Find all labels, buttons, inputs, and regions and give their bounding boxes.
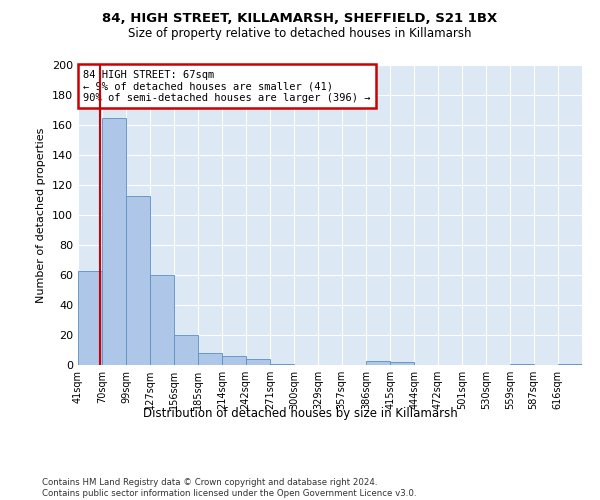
Bar [127, 196, 150, 365]
Bar [102, 118, 127, 365]
Bar [510, 364, 533, 365]
Bar [246, 359, 270, 365]
Bar [78, 270, 102, 365]
Text: 84 HIGH STREET: 67sqm
← 9% of detached houses are smaller (41)
90% of semi-detac: 84 HIGH STREET: 67sqm ← 9% of detached h… [83, 70, 371, 102]
Text: Size of property relative to detached houses in Killamarsh: Size of property relative to detached ho… [128, 28, 472, 40]
Y-axis label: Number of detached properties: Number of detached properties [37, 128, 46, 302]
Bar [390, 362, 414, 365]
Bar [223, 356, 246, 365]
Text: Contains HM Land Registry data © Crown copyright and database right 2024.
Contai: Contains HM Land Registry data © Crown c… [42, 478, 416, 498]
Bar [366, 360, 390, 365]
Bar [198, 353, 223, 365]
Text: Distribution of detached houses by size in Killamarsh: Distribution of detached houses by size … [143, 408, 457, 420]
Bar [150, 275, 174, 365]
Bar [558, 364, 582, 365]
Bar [270, 364, 294, 365]
Text: 84, HIGH STREET, KILLAMARSH, SHEFFIELD, S21 1BX: 84, HIGH STREET, KILLAMARSH, SHEFFIELD, … [103, 12, 497, 26]
Bar [174, 335, 198, 365]
